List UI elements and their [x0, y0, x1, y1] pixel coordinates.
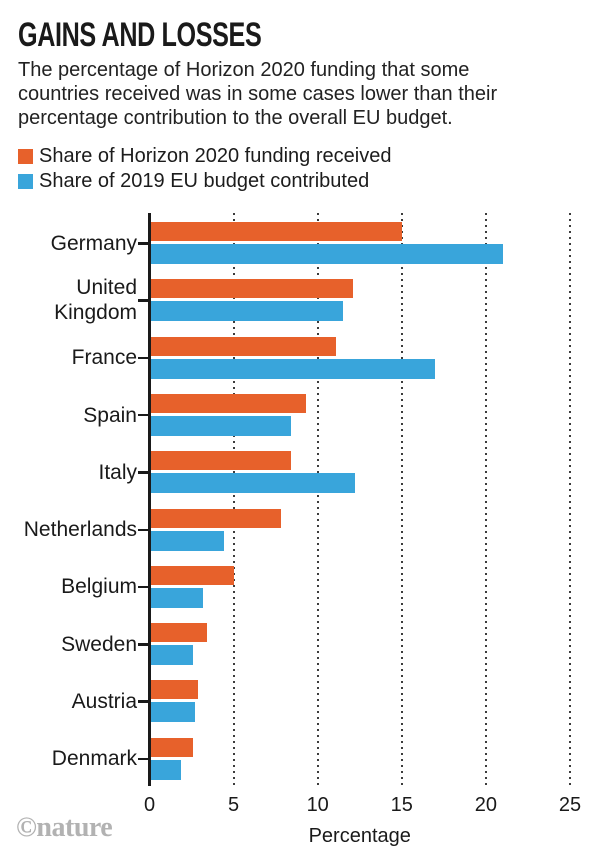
gridline-10	[316, 213, 319, 786]
bar-italy-funding-received	[151, 451, 291, 471]
bar-denmark-budget-contributed	[151, 759, 182, 780]
gridline-20	[484, 213, 487, 786]
category-tick-netherlands	[138, 528, 150, 531]
bar-sweden-budget-contributed	[151, 645, 194, 666]
category-tick-austria	[138, 700, 150, 703]
bar-denmark-funding-received	[151, 737, 194, 757]
x-axis-title: Percentage	[308, 825, 411, 847]
gridline-15	[400, 213, 403, 786]
legend-label: Share of Horizon 2020 funding received	[39, 145, 392, 167]
subtitle-line-2: countries received was in some cases low…	[18, 83, 498, 105]
category-tick-italy	[138, 471, 150, 474]
category-label-belgium: Belgium	[61, 575, 137, 599]
x-tick-label-5: 5	[228, 794, 240, 816]
bar-france-budget-contributed	[151, 358, 436, 379]
bar-sweden-funding-received	[151, 623, 207, 643]
category-tick-spain	[138, 413, 150, 417]
gridline-25	[569, 213, 571, 786]
page-title: GAINS AND LOSSES	[18, 16, 262, 54]
chart-legend: Share of Horizon 2020 funding received S…	[18, 144, 391, 194]
category-label-italy: Italy	[98, 460, 137, 484]
bar-germany-budget-contributed	[151, 244, 503, 264]
category-label-france: France	[71, 346, 137, 370]
subtitle-line-1: The percentage of Horizon 2020 funding t…	[18, 59, 470, 81]
category-tick-france	[138, 356, 150, 360]
bar-austria-budget-contributed	[151, 702, 195, 723]
x-tick-label-0: 0	[143, 794, 156, 816]
bar-netherlands-budget-contributed	[151, 530, 224, 551]
category-label-united-kingdom: United Kingdom	[54, 276, 137, 325]
legend-item-budget-contributed: Share of 2019 EU budget contributed	[18, 169, 391, 194]
category-label-denmark: Denmark	[51, 747, 137, 771]
bar-germany-funding-received	[151, 222, 402, 241]
bar-united-kingdom-funding-received	[151, 279, 354, 299]
category-label-spain: Spain	[83, 403, 137, 427]
bar-spain-funding-received	[151, 393, 306, 413]
legend-swatch-orange-icon	[18, 149, 33, 164]
x-tick-label-20: 20	[474, 794, 498, 816]
chart-subtitle: The percentage of Horizon 2020 funding t…	[18, 58, 497, 130]
category-label-germany: Germany	[50, 231, 137, 255]
category-tick-sweden	[138, 643, 150, 646]
category-tick-united-kingdom	[138, 299, 150, 302]
legend-label: Share of 2019 EU budget contributed	[39, 170, 370, 192]
bar-italy-budget-contributed	[151, 473, 355, 494]
legend-item-funding-received: Share of Horizon 2020 funding received	[18, 144, 391, 169]
legend-swatch-blue-icon	[18, 174, 33, 189]
category-tick-germany	[138, 242, 150, 245]
category-label-netherlands: Netherlands	[23, 518, 137, 542]
bar-netherlands-funding-received	[151, 508, 281, 528]
category-label-sweden: Sweden	[61, 632, 137, 656]
bar-spain-budget-contributed	[151, 415, 291, 436]
bar-austria-funding-received	[151, 680, 199, 700]
x-tick-label-15: 15	[390, 794, 413, 816]
bar-chart: Germany United Kingdom France Spain Italy Net…	[0, 213, 600, 860]
x-tick-label-25: 25	[558, 794, 582, 816]
y-axis	[148, 213, 151, 786]
gridline-5	[232, 213, 235, 786]
subtitle-line-3: percentage contribution to the overall E…	[18, 107, 453, 129]
category-label-austria: Austria	[71, 690, 137, 714]
bar-france-funding-received	[151, 336, 337, 356]
bar-united-kingdom-budget-contributed	[151, 301, 343, 322]
bar-belgium-funding-received	[151, 565, 234, 585]
category-tick-denmark	[138, 757, 150, 761]
category-tick-belgium	[138, 585, 150, 589]
bar-belgium-budget-contributed	[151, 587, 204, 608]
x-tick-label-10: 10	[306, 794, 329, 816]
nature-logo: ©nature	[16, 812, 113, 843]
